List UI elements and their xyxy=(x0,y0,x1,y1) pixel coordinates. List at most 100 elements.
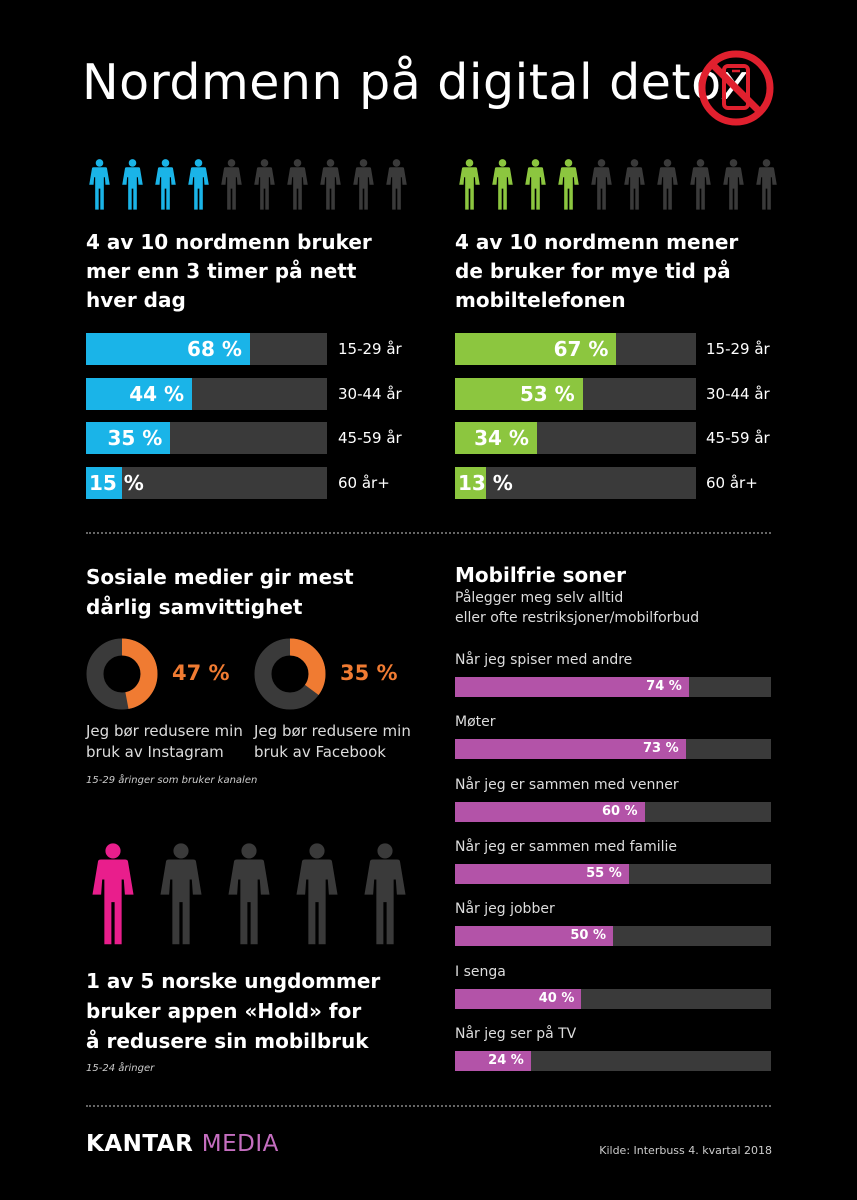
person-icon xyxy=(723,159,744,210)
headline-line: mer enn 3 timer på nett xyxy=(86,259,357,283)
donut-value: 47 % xyxy=(172,661,230,685)
person-icon xyxy=(624,159,645,210)
bar-value-label: 35 % xyxy=(107,426,163,450)
bar: 40 % xyxy=(455,988,582,1009)
person-icon xyxy=(492,159,513,210)
bar-track: 68 % xyxy=(86,333,327,365)
bar-category-label: 30-44 år xyxy=(706,384,770,403)
headline-line: hver dag xyxy=(86,288,186,312)
person-icon xyxy=(364,843,406,945)
bar: 60 % xyxy=(455,801,645,822)
headline-line: Sosiale medier gir mest xyxy=(86,565,354,589)
page-title: Nordmenn på digital detox xyxy=(82,54,750,111)
bar: 15 % xyxy=(86,466,144,499)
bar-value-label: 24 % xyxy=(488,1052,524,1068)
person-icon xyxy=(558,159,579,210)
donut-footnote: 15-29 åringer som bruker kanalen xyxy=(86,775,258,786)
bar: 35 % xyxy=(86,422,171,454)
bar-value-label: 40 % xyxy=(538,990,575,1006)
bar-value-label: 13 % xyxy=(458,470,513,495)
bar-track: 15 % xyxy=(86,466,327,499)
bar: 53 % xyxy=(455,377,583,410)
headline-line: bruker appen «Hold» for xyxy=(86,999,362,1023)
bar: 55 % xyxy=(455,863,629,884)
bar-value-label: 53 % xyxy=(519,381,575,406)
bar-value-label: 73 % xyxy=(643,741,679,757)
headline-line: mobiltelefonen xyxy=(455,288,626,312)
person-icon xyxy=(92,843,134,945)
person-icon xyxy=(591,159,612,210)
bar-track: 73 % xyxy=(455,739,771,760)
donut-value: 35 % xyxy=(340,661,398,685)
bar: 68 % xyxy=(86,333,250,365)
bar: 13 % xyxy=(455,466,513,499)
headline-hold-app: 1 av 5 norske ungdommer bruker appen «Ho… xyxy=(86,966,380,1056)
person-icon xyxy=(756,159,777,210)
bar-value-label: 74 % xyxy=(646,679,682,694)
headline-line: 4 av 10 nordmenn bruker xyxy=(86,230,372,254)
people-row-right xyxy=(456,157,780,211)
hold-footnote: 15-24 åringer xyxy=(86,1063,155,1074)
bar-track: 35 % xyxy=(86,422,327,454)
person-icon xyxy=(657,159,678,210)
bar: 67 % xyxy=(455,333,617,365)
headline-line: 4 av 10 nordmenn mener xyxy=(455,230,739,254)
headline-internet-use: 4 av 10 nordmenn bruker mer enn 3 timer … xyxy=(86,228,372,315)
person-icon xyxy=(155,159,176,210)
headline-line: de bruker for mye tid på xyxy=(455,259,731,283)
person-icon xyxy=(459,159,480,210)
bar-value-label: 67 % xyxy=(553,337,609,361)
bar-category-label: Når jeg spiser med andre xyxy=(455,652,633,668)
bar-category-label: 45-59 år xyxy=(338,429,402,447)
person-icon xyxy=(228,843,270,945)
bar-track: 74 % xyxy=(455,677,771,697)
bar-category-label: 60 år+ xyxy=(706,473,758,492)
donut-caption: Jeg bør redusere min bruk av Instagram xyxy=(86,721,243,763)
no-phone-icon xyxy=(698,50,774,126)
bar-value-label: 15 % xyxy=(89,470,144,495)
donut-caption: Jeg bør redusere min bruk av Facebook xyxy=(254,721,411,763)
bar-category-label: I senga xyxy=(455,963,506,980)
bar-track: 55 % xyxy=(455,863,771,884)
divider xyxy=(86,532,771,534)
bar-category-label: Møter xyxy=(455,714,496,731)
bar: 73 % xyxy=(455,739,686,760)
bar: 44 % xyxy=(86,377,193,410)
person-icon xyxy=(160,843,202,945)
bar-track: 60 % xyxy=(455,801,771,822)
source-note: Kilde: Interbuss 4. kvartal 2018 xyxy=(599,1144,772,1157)
bar-track: 44 % xyxy=(86,377,327,410)
bar-track: 34 % xyxy=(455,422,696,454)
bar-track: 40 % xyxy=(455,988,771,1009)
bar-category-label: 15-29 år xyxy=(706,340,770,358)
headline-line: dårlig samvittighet xyxy=(86,595,303,619)
bar-category-label: Når jeg ser på TV xyxy=(455,1025,577,1042)
bar-category-label: Når jeg jobber xyxy=(455,901,555,918)
person-icon xyxy=(690,159,711,210)
kantar-media-logo: KANTAR MEDIA xyxy=(86,1131,279,1157)
bar: 24 % xyxy=(455,1050,531,1071)
person-icon xyxy=(89,159,110,210)
people-row-left xyxy=(86,157,410,211)
person-icon xyxy=(122,159,143,210)
caption-line: bruk av Instagram xyxy=(86,743,224,761)
headline-social-media: Sosiale medier gir mest dårlig samvittig… xyxy=(86,562,354,622)
person-icon xyxy=(221,159,242,210)
donut-chart-instagram xyxy=(86,638,158,710)
bar-track: 50 % xyxy=(455,926,771,947)
person-icon xyxy=(320,159,341,210)
bar-track: 53 % xyxy=(455,377,696,410)
subtitle-line: eller ofte restriksjoner/mobilforbud xyxy=(455,610,700,626)
headline-mobile-free-zones: Mobilfrie soner xyxy=(455,563,626,587)
bar: 34 % xyxy=(455,422,537,454)
caption-line: bruk av Facebook xyxy=(254,743,386,761)
bar-value-label: 34 % xyxy=(474,426,529,450)
bar-category-label: 15-29 år xyxy=(338,340,402,358)
headline-mobile-use: 4 av 10 nordmenn mener de bruker for mye… xyxy=(455,228,738,315)
bar-value-label: 44 % xyxy=(129,381,185,406)
bar-track: 24 % xyxy=(455,1050,771,1071)
person-icon xyxy=(386,159,407,210)
caption-line: Jeg bør redusere min xyxy=(254,722,411,740)
bar-category-label: Når jeg er sammen med venner xyxy=(455,776,679,793)
bar-category-label: Når jeg er sammen med familie xyxy=(455,838,678,855)
